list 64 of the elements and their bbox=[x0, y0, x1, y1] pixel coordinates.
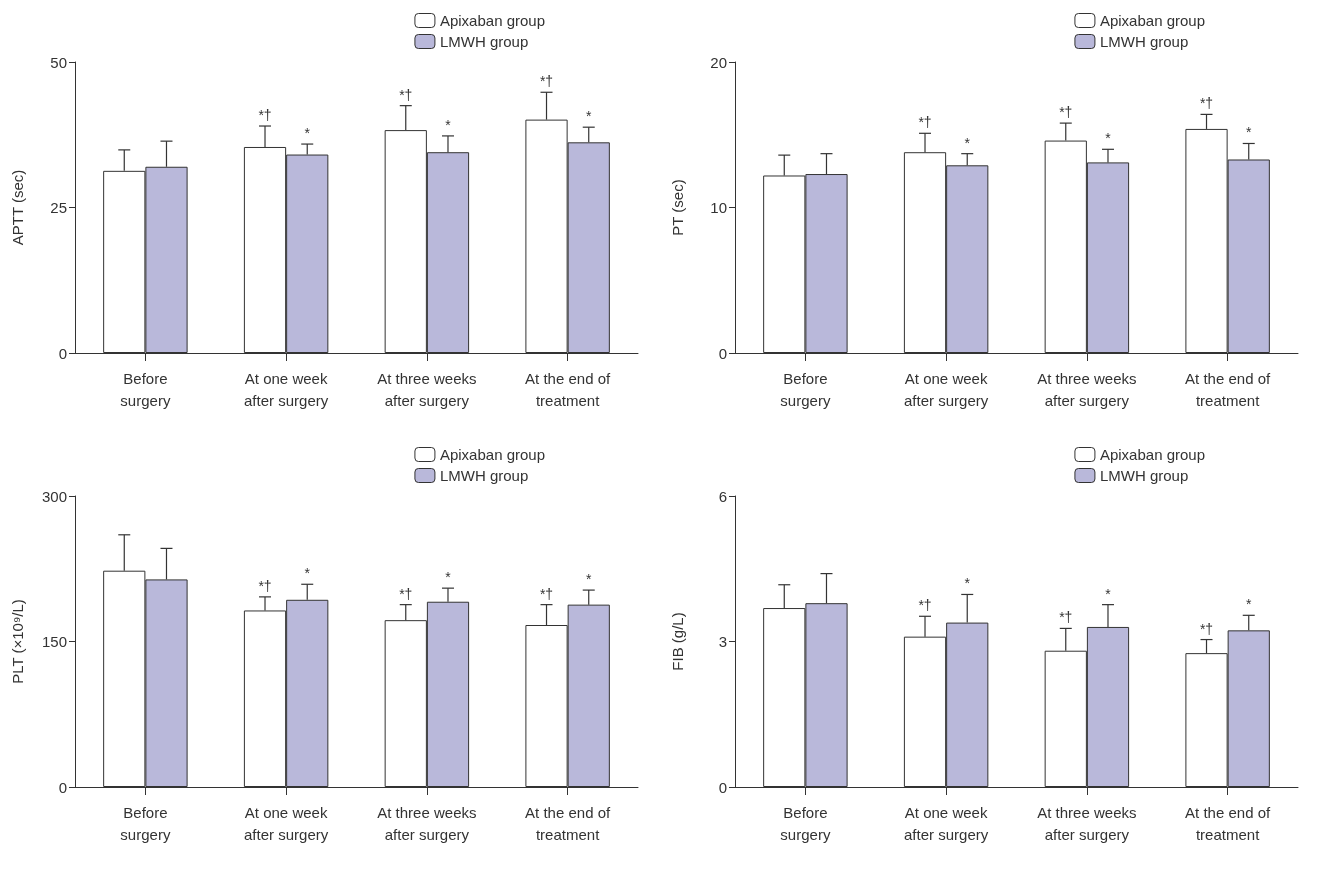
legend-label: Apixaban group bbox=[439, 12, 546, 29]
data-label: *† bbox=[399, 585, 413, 602]
data-label: *† bbox=[1059, 104, 1073, 121]
x-tick-label: At the end of treatment bbox=[525, 369, 611, 409]
legend-label: LMWH group bbox=[439, 33, 529, 50]
legend-label: Apixaban group bbox=[439, 446, 546, 463]
data-label: *† bbox=[1199, 95, 1214, 112]
data-label: * bbox=[586, 108, 593, 125]
data-label: * bbox=[964, 575, 971, 592]
data-label: *† bbox=[539, 585, 554, 602]
y-axis-title: PLT (×10⁹/L) bbox=[9, 599, 26, 684]
data-label: *† bbox=[258, 577, 272, 594]
y-tick-label: 6 bbox=[718, 487, 727, 505]
x-tick-label: Before surgery bbox=[120, 803, 171, 843]
y-tick-label: 0 bbox=[718, 344, 727, 362]
x-tick-label: At one week after surgery bbox=[244, 803, 329, 843]
x-tick-label: Before surgery bbox=[780, 803, 831, 843]
legend-label: Apixaban group bbox=[1099, 446, 1206, 463]
data-label: * bbox=[304, 565, 311, 582]
y-tick-label: 25 bbox=[50, 199, 67, 216]
x-tick-label: At three weeks after surgery bbox=[1037, 803, 1137, 843]
x-tick-label: At three weeks after surgery bbox=[377, 803, 477, 843]
data-label: *† bbox=[1059, 609, 1073, 626]
data-label: * bbox=[1105, 130, 1112, 147]
data-label: * bbox=[1246, 596, 1253, 613]
y-axis-title: PT (sec) bbox=[669, 179, 686, 236]
x-tick-label: At one week after surgery bbox=[244, 369, 329, 409]
data-label: *† bbox=[399, 86, 413, 103]
data-label: * bbox=[586, 571, 593, 588]
y-tick-label: 3 bbox=[718, 633, 727, 650]
x-tick-label: Before surgery bbox=[780, 369, 831, 409]
data-label: * bbox=[445, 569, 452, 586]
x-tick-label: At three weeks after surgery bbox=[377, 369, 477, 409]
legend-label: LMWH group bbox=[439, 467, 529, 484]
x-tick-label: At the end of treatment bbox=[1185, 369, 1271, 409]
y-tick-label: 10 bbox=[710, 199, 727, 216]
x-tick-label: At one week after surgery bbox=[904, 803, 989, 843]
y-axis-title: FIB (g/L) bbox=[669, 612, 686, 671]
y-tick-label: 50 bbox=[50, 53, 67, 71]
x-tick-label: Before surgery bbox=[120, 369, 171, 409]
data-label: * bbox=[445, 116, 452, 133]
legend-label: LMWH group bbox=[1099, 33, 1189, 50]
data-label: *† bbox=[539, 73, 554, 90]
x-tick-label: At the end of treatment bbox=[1185, 803, 1271, 843]
y-tick-label: 0 bbox=[58, 344, 67, 362]
data-label: *† bbox=[918, 597, 932, 614]
legend-label: LMWH group bbox=[1099, 467, 1189, 484]
x-tick-label: At the end of treatment bbox=[525, 803, 611, 843]
data-label: *† bbox=[258, 107, 272, 124]
y-axis-title: APTT (sec) bbox=[9, 169, 26, 246]
y-tick-label: 150 bbox=[41, 633, 67, 650]
data-label: * bbox=[964, 134, 971, 151]
y-tick-label: 0 bbox=[718, 778, 727, 796]
data-label: *† bbox=[918, 114, 932, 131]
y-tick-label: 20 bbox=[710, 53, 727, 71]
data-label: * bbox=[1105, 585, 1112, 602]
y-tick-label: 300 bbox=[41, 487, 67, 505]
x-tick-label: At one week after surgery bbox=[904, 369, 989, 409]
data-label: *† bbox=[1199, 620, 1214, 637]
y-tick-label: 0 bbox=[58, 778, 67, 796]
x-tick-label: At three weeks after surgery bbox=[1037, 369, 1137, 409]
data-label: * bbox=[304, 125, 311, 142]
data-label: * bbox=[1246, 124, 1253, 141]
legend-label: Apixaban group bbox=[1099, 12, 1206, 29]
